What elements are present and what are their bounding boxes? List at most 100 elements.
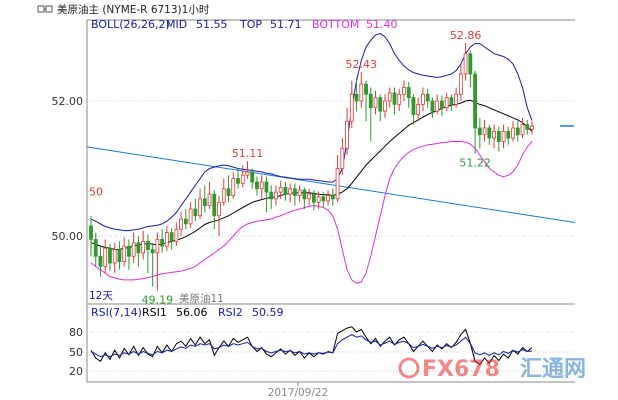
candle-body bbox=[364, 83, 368, 95]
candle bbox=[240, 165, 245, 188]
candle bbox=[354, 77, 359, 112]
candle bbox=[468, 50, 473, 88]
candle-body bbox=[112, 249, 117, 264]
chart-title: 美原油主 (NYME-R 6713)1小时 bbox=[57, 3, 210, 16]
candle-body bbox=[212, 193, 217, 217]
watermark-logo-icon bbox=[398, 357, 420, 379]
candle bbox=[349, 80, 354, 128]
candle-body bbox=[468, 53, 473, 75]
candle-body bbox=[492, 130, 496, 139]
candle-body bbox=[183, 218, 188, 225]
candle bbox=[146, 234, 150, 274]
candle bbox=[112, 242, 117, 274]
candle bbox=[245, 161, 250, 179]
candle bbox=[231, 171, 236, 199]
period-label: 12天 bbox=[89, 290, 113, 302]
candle-body bbox=[274, 191, 278, 200]
candle bbox=[136, 236, 141, 267]
candle bbox=[212, 190, 217, 230]
boll-bottom-line bbox=[90, 141, 533, 284]
candle bbox=[411, 94, 416, 125]
candle-body bbox=[515, 127, 520, 136]
candle-body bbox=[108, 247, 112, 264]
candle-body bbox=[302, 189, 307, 200]
candle bbox=[364, 80, 368, 122]
candle-body bbox=[164, 232, 169, 247]
rsi1-value: 56.06 bbox=[176, 306, 208, 319]
candle-body bbox=[202, 198, 207, 207]
candle bbox=[122, 237, 127, 267]
candle bbox=[330, 188, 335, 206]
candle bbox=[278, 180, 283, 199]
candle bbox=[316, 191, 321, 209]
candle bbox=[340, 138, 345, 176]
rsi-tick-50: 50 bbox=[69, 346, 83, 359]
candle-body bbox=[406, 87, 411, 99]
price-annotations-layer: 50 51.11 52.43 52.86 49.19 51.22 bbox=[89, 29, 491, 307]
candle-body bbox=[444, 97, 449, 109]
candle-body bbox=[449, 97, 454, 105]
candle-body bbox=[207, 193, 212, 207]
candle bbox=[530, 121, 534, 135]
candle-body bbox=[146, 240, 150, 250]
candle-body bbox=[278, 186, 283, 193]
candle-body bbox=[520, 124, 525, 136]
candle bbox=[160, 229, 165, 253]
candle bbox=[359, 71, 364, 108]
candle bbox=[425, 88, 430, 108]
candle-body bbox=[463, 53, 468, 75]
rsi2-line bbox=[90, 334, 533, 358]
candle bbox=[406, 82, 411, 108]
candle bbox=[174, 222, 179, 247]
candle bbox=[255, 176, 259, 196]
candle bbox=[193, 198, 198, 222]
candle bbox=[250, 168, 255, 189]
candle-body bbox=[321, 196, 326, 202]
candle-body bbox=[160, 238, 165, 247]
candle bbox=[293, 183, 297, 206]
price-annotation: 50 bbox=[89, 186, 103, 199]
candle-body bbox=[435, 100, 440, 112]
candle bbox=[264, 176, 269, 213]
rsi-tick-20: 20 bbox=[69, 365, 83, 378]
candle-body bbox=[496, 130, 501, 142]
candle-body bbox=[458, 73, 463, 95]
candle-body bbox=[297, 189, 302, 196]
candle bbox=[463, 42, 468, 81]
candle-body bbox=[421, 93, 425, 105]
candle bbox=[397, 88, 402, 112]
candle-body bbox=[221, 188, 226, 203]
rsi1-label: RSI1 bbox=[142, 306, 167, 319]
candle-body bbox=[454, 93, 459, 105]
candle bbox=[473, 70, 477, 154]
boll-top-value: 51.71 bbox=[270, 18, 302, 31]
rsi2-value: 50.59 bbox=[252, 306, 284, 319]
candle bbox=[274, 185, 278, 206]
candle-body bbox=[174, 228, 179, 242]
candle bbox=[477, 117, 482, 149]
candle-body bbox=[259, 181, 264, 190]
boll-legend: BOLL(26,26,2) MID 51.55 TOP 51.71 BOTTOM… bbox=[91, 18, 398, 31]
candle bbox=[179, 212, 183, 236]
candle bbox=[217, 195, 221, 236]
candle-body bbox=[378, 97, 383, 112]
candle bbox=[155, 232, 160, 291]
candle bbox=[383, 94, 387, 118]
watermark-huitong: 汇通网 bbox=[520, 357, 586, 382]
rsi1-line bbox=[90, 326, 533, 366]
candle-body bbox=[150, 249, 155, 254]
candle-body bbox=[250, 171, 255, 183]
candle-body bbox=[397, 93, 402, 105]
candle-body bbox=[368, 93, 373, 109]
candle-body bbox=[231, 178, 236, 196]
candle-body bbox=[387, 92, 392, 102]
candle-body bbox=[122, 245, 127, 263]
instrument-legend: 美原油11 bbox=[179, 292, 224, 305]
candle bbox=[188, 202, 193, 228]
rsi-lines-layer bbox=[90, 326, 533, 366]
candle-body bbox=[326, 195, 330, 202]
candle bbox=[221, 178, 226, 206]
chart-type-icon[interactable] bbox=[37, 5, 53, 13]
candle bbox=[288, 183, 293, 203]
candle-body bbox=[226, 188, 231, 196]
